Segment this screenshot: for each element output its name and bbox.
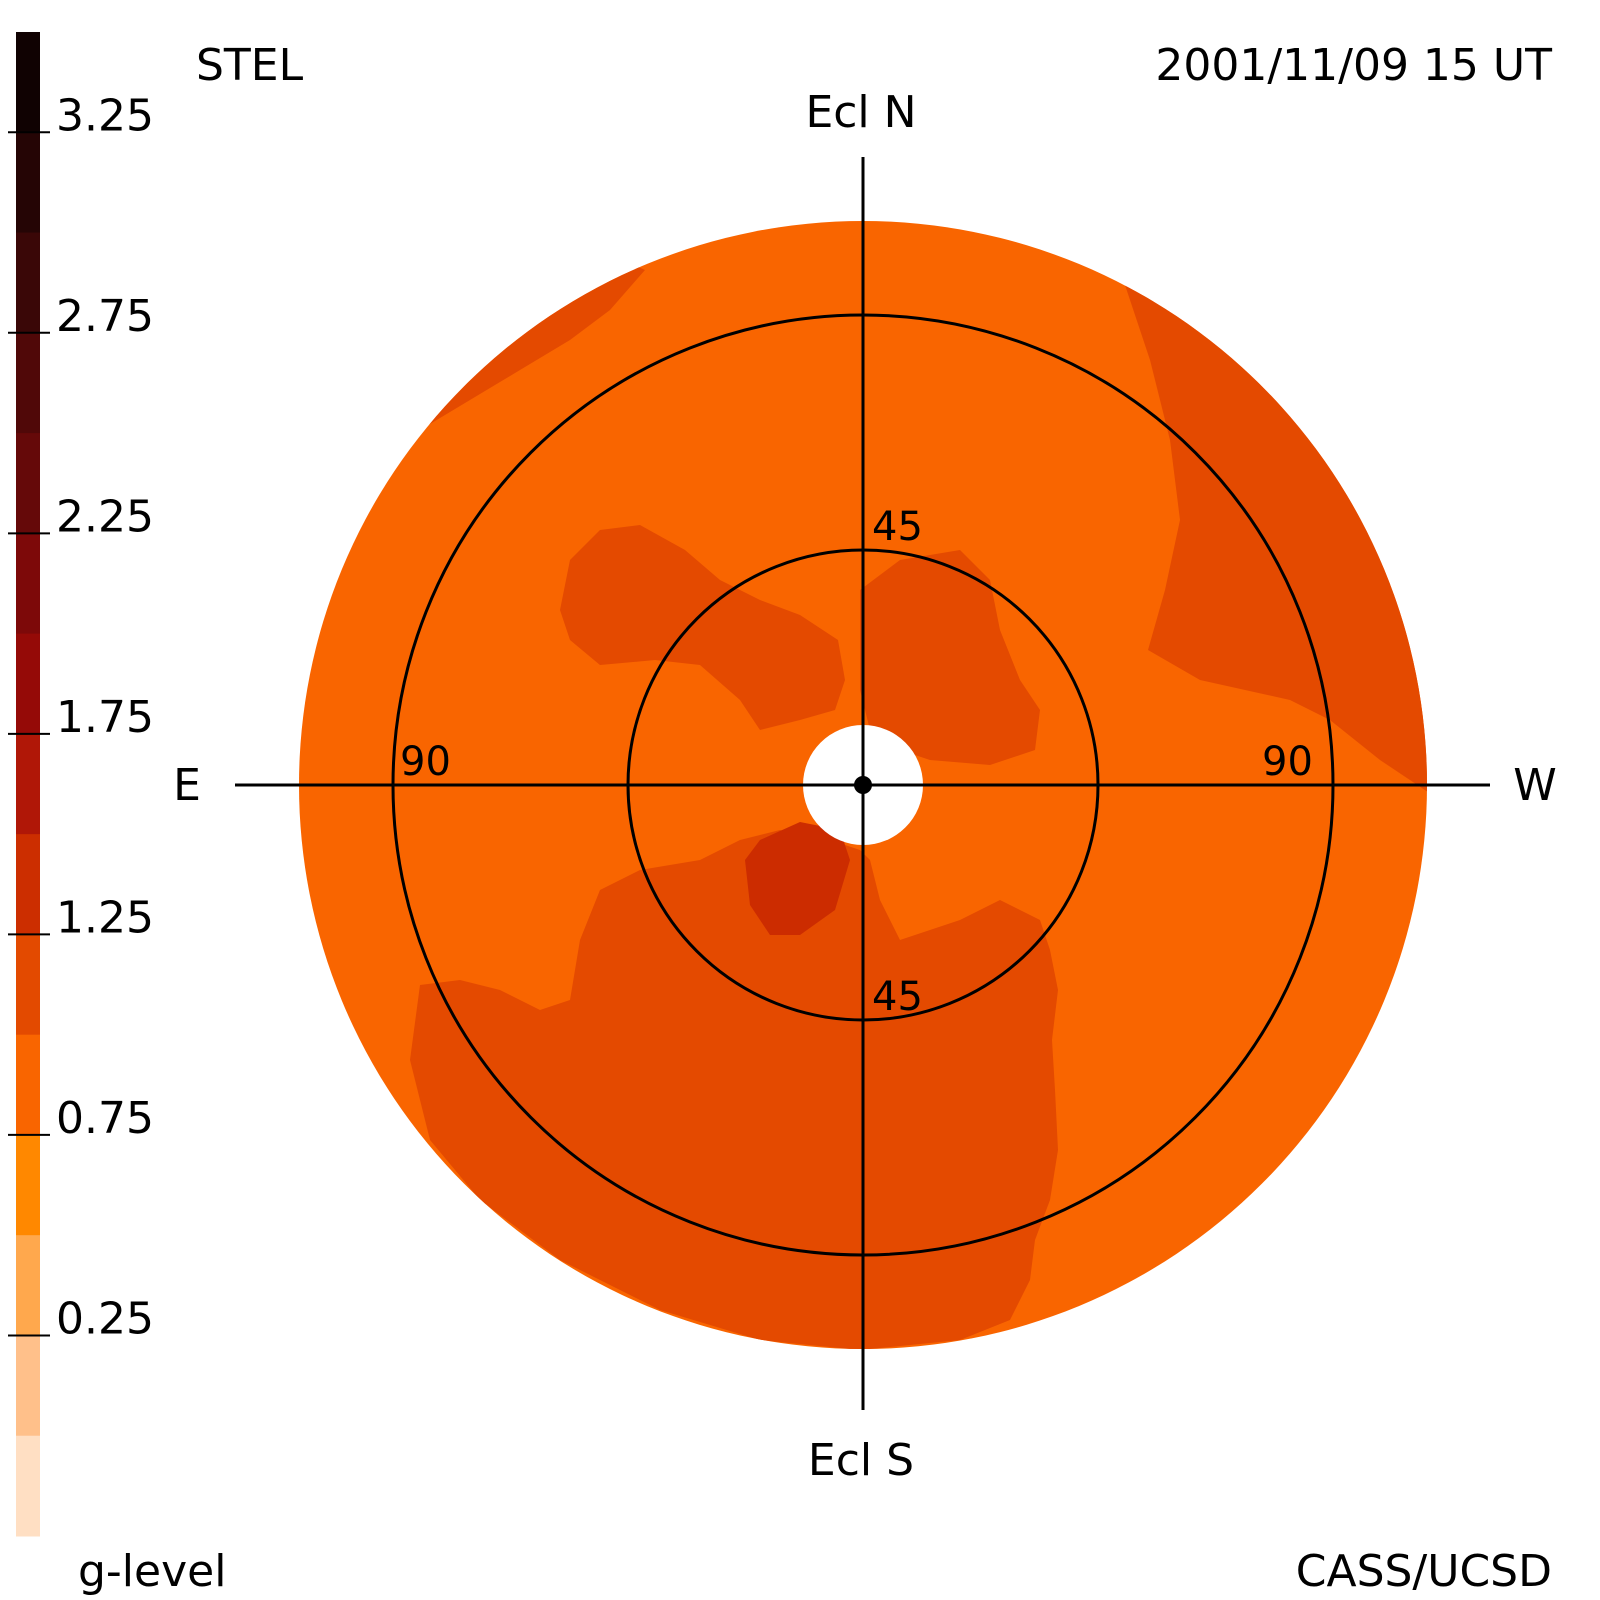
colorbar-segment-12 <box>16 1235 40 1336</box>
coordinate-grid <box>235 157 1490 1410</box>
colorbar-segment-13 <box>16 1335 40 1437</box>
colorbar-segment-4 <box>16 433 40 534</box>
g-level-regions <box>380 250 1427 1349</box>
region-south-large <box>410 830 1058 1349</box>
colorbar-segment-10 <box>16 1034 40 1136</box>
colorbar: 3.25 2.75 2.25 1.75 1.25 0.75 0.25 <box>8 32 154 1537</box>
east-label: E <box>173 760 201 811</box>
colorbar-title: g-level <box>78 1546 226 1597</box>
region-north-west-lobe <box>1120 270 1427 800</box>
colorbar-segment-5 <box>16 533 40 635</box>
region-south-east-high <box>745 822 850 935</box>
colorbar-tick-label-5: 0.75 <box>56 1093 154 1144</box>
colorbar-tick-label-2: 2.25 <box>56 491 154 542</box>
colorbar-segment-7 <box>16 733 40 835</box>
colorbar-segment-0 <box>16 32 40 133</box>
colorbar-tick-label-3: 1.75 <box>56 692 154 743</box>
colorbar-segment-9 <box>16 934 40 1036</box>
colorbar-segment-3 <box>16 332 40 434</box>
region-north-east-rim <box>380 250 645 470</box>
instrument-label: STEL <box>196 40 304 91</box>
colorbar-tick-label-1: 2.75 <box>56 291 154 342</box>
colorbar-segment-2 <box>16 232 40 334</box>
south-label: Ecl S <box>808 1435 914 1486</box>
colorbar-tick-label-4: 1.25 <box>56 892 154 943</box>
sky-map-disk <box>299 221 1427 1349</box>
timestamp-label: 2001/11/09 15 UT <box>1155 40 1552 91</box>
colorbar-segment-6 <box>16 633 40 735</box>
ring-label-inner-bottom: 45 <box>872 974 923 1020</box>
north-label: Ecl N <box>805 87 916 138</box>
ring-label-outer-right: 90 <box>1262 739 1313 785</box>
colorbar-segment-14 <box>16 1435 40 1537</box>
colorbar-segment-11 <box>16 1134 40 1236</box>
ring-label-inner-top: 45 <box>872 504 923 550</box>
colorbar-tick-label-0: 3.25 <box>56 90 154 141</box>
sun-center-dot <box>854 776 872 794</box>
region-north-inner <box>860 550 1040 765</box>
west-label: W <box>1513 760 1557 811</box>
colorbar-tick-label-6: 0.25 <box>56 1293 154 1344</box>
credit-label: CASS/UCSD <box>1296 1546 1552 1597</box>
region-north-east-inner <box>560 525 845 730</box>
ring-label-outer-left: 90 <box>400 739 451 785</box>
colorbar-segment-8 <box>16 834 40 935</box>
colorbar-segment-1 <box>16 132 40 234</box>
